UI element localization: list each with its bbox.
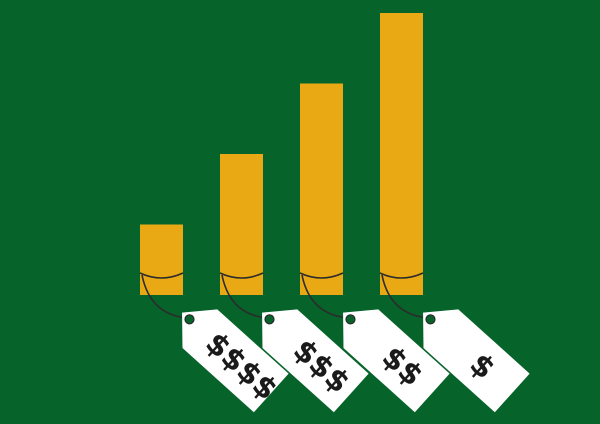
price-tag-body — [423, 309, 530, 413]
bar-3 — [300, 83, 343, 295]
price-tag-hole — [345, 314, 356, 325]
price-tag-hole — [425, 314, 436, 325]
price-tag-body — [343, 309, 450, 413]
bar-1 — [140, 224, 183, 295]
string-loop — [139, 272, 184, 279]
price-tag-body — [182, 309, 289, 413]
tag-string — [141, 274, 189, 319]
price-tag: $ — [423, 309, 530, 413]
bar-4 — [380, 13, 423, 295]
price-tag-body — [262, 309, 369, 413]
price-tag-hole — [264, 314, 275, 325]
tag-string — [221, 274, 269, 319]
tag-string — [381, 274, 430, 319]
string-loop — [219, 272, 264, 279]
tag-string — [301, 274, 350, 319]
string-loop — [299, 272, 344, 279]
string-loop — [379, 272, 424, 279]
bars-group — [139, 13, 424, 295]
bar-2 — [220, 154, 263, 295]
price-tag-hole — [184, 314, 195, 325]
